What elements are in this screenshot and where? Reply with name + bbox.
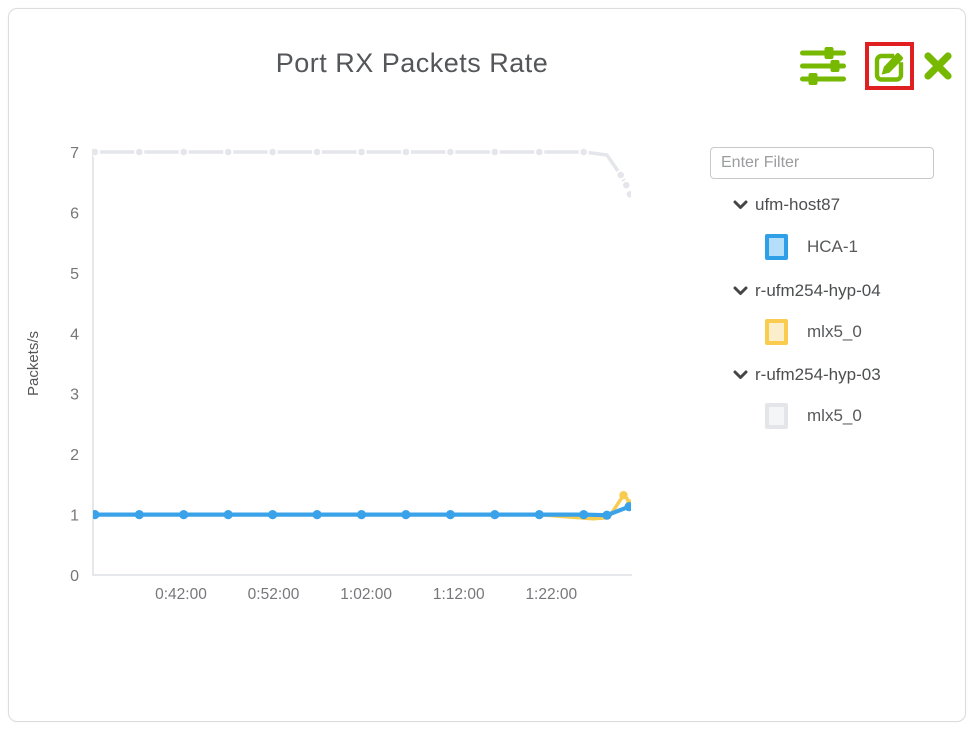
- chevron-down-icon[interactable]: [733, 200, 748, 210]
- svg-text:0:42:00: 0:42:00: [155, 586, 207, 603]
- series-tree: ufm-host87 HCA-1 r-ufm254-hyp-04 mlx5_0: [710, 193, 936, 430]
- svg-text:1:22:00: 1:22:00: [525, 586, 577, 603]
- page-title: Port RX Packets Rate: [275, 48, 549, 78]
- x-close-icon: [924, 52, 952, 80]
- tree-group-ufm-host87[interactable]: ufm-host87: [710, 193, 936, 217]
- edit-square-pencil-icon: [874, 52, 904, 82]
- tree-group-r-ufm254-hyp-04[interactable]: r-ufm254-hyp-04: [710, 279, 936, 303]
- svg-text:4: 4: [70, 326, 79, 343]
- tree-leaf-mlx5-0-hyp03[interactable]: mlx5_0: [710, 402, 936, 430]
- svg-text:0: 0: [70, 568, 79, 585]
- series-color-swatch[interactable]: [765, 403, 788, 429]
- series-color-swatch[interactable]: [765, 234, 788, 260]
- tree-group-label: ufm-host87: [755, 195, 841, 214]
- svg-text:7: 7: [70, 145, 79, 162]
- svg-text:6: 6: [70, 205, 79, 222]
- svg-text:1:12:00: 1:12:00: [433, 586, 485, 603]
- svg-text:0:52:00: 0:52:00: [248, 586, 300, 603]
- tree-leaf-hca-1[interactable]: HCA-1: [710, 233, 936, 261]
- tree-group-label: r-ufm254-hyp-03: [755, 365, 881, 384]
- series-color-swatch[interactable]: [765, 319, 788, 345]
- widget-toolbar: [800, 40, 954, 92]
- chevron-down-icon[interactable]: [733, 286, 748, 296]
- tree-leaf-label: HCA-1: [807, 237, 859, 256]
- filter-input[interactable]: [710, 147, 934, 179]
- svg-text:3: 3: [70, 387, 79, 404]
- tree-leaf-mlx5-0-hyp04[interactable]: mlx5_0: [710, 318, 936, 346]
- svg-text:5: 5: [70, 266, 79, 283]
- svg-text:2: 2: [70, 447, 79, 464]
- edit-button-highlight: [865, 42, 914, 90]
- tree-leaf-label: mlx5_0: [807, 322, 862, 341]
- chevron-down-icon[interactable]: [733, 370, 748, 380]
- sliders-icon: [800, 47, 846, 85]
- line-chart-svg: 0 1 2 3 4 5 6 7 0:42:00 0:52:00 1:02:00 1:12:00 1:22…: [25, 145, 632, 603]
- tree-leaf-label: mlx5_0: [807, 406, 862, 425]
- tree-group-r-ufm254-hyp-03[interactable]: r-ufm254-hyp-03: [710, 363, 936, 387]
- svg-text:1:02:00: 1:02:00: [340, 586, 392, 603]
- svg-text:1: 1: [70, 508, 79, 525]
- widget-card: [8, 8, 966, 722]
- series-sidebar: ufm-host87 HCA-1 r-ufm254-hyp-04 mlx5_0: [710, 147, 936, 430]
- filter-settings-button[interactable]: [800, 47, 848, 85]
- edit-button[interactable]: [873, 50, 906, 83]
- svg-text:Packets/s: Packets/s: [25, 331, 42, 396]
- tree-group-label: r-ufm254-hyp-04: [755, 281, 881, 300]
- close-widget-button[interactable]: [922, 50, 954, 82]
- rx-packets-chart[interactable]: 0 1 2 3 4 5 6 7 0:42:00 0:52:00 1:02:00 1:12:00 1:22…: [0, 130, 660, 610]
